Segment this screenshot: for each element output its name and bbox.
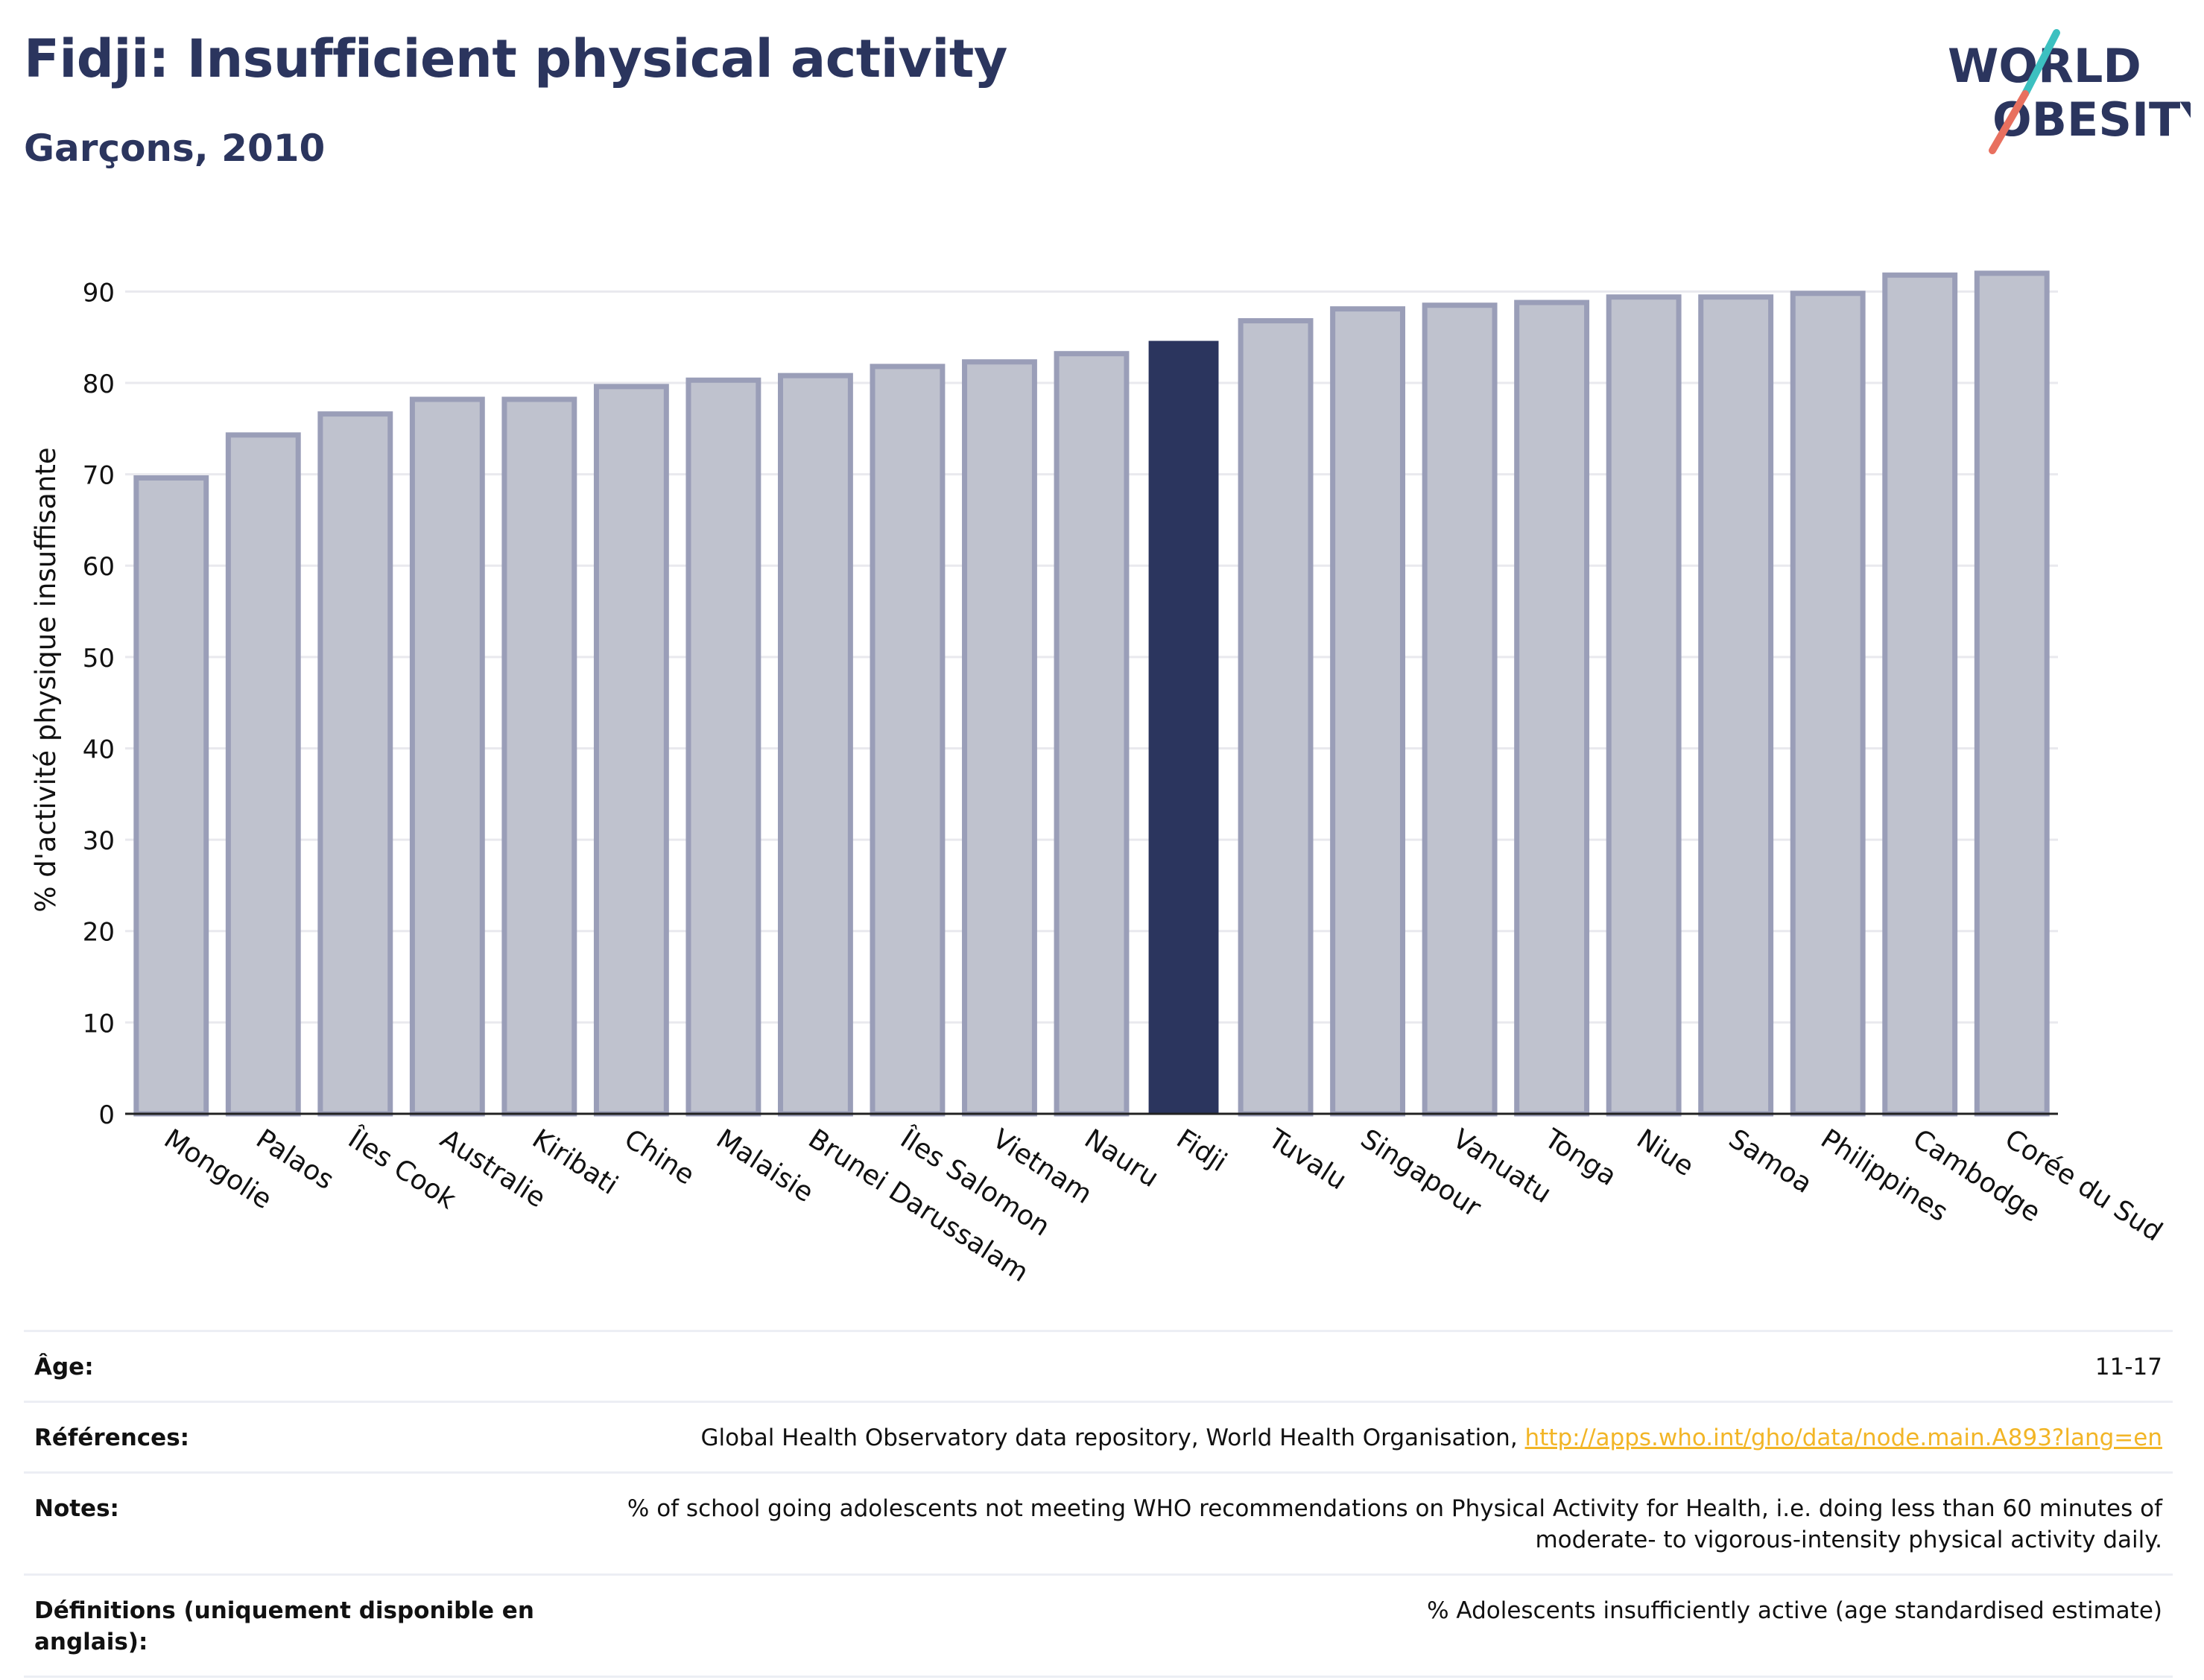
bar-10: [1054, 351, 1130, 1117]
bar-20: [1974, 270, 2050, 1117]
meta-age-label: Âge:: [24, 1330, 551, 1402]
bar-4: [501, 396, 577, 1117]
bar-6: [685, 377, 761, 1117]
bar-19: [1882, 272, 1958, 1117]
bar-15: [1514, 299, 1590, 1117]
bar-7: [777, 373, 853, 1117]
meta-definitions-label: Définitions (uniquement disponible en an…: [24, 1573, 551, 1678]
logo-line2: OBESITY: [1992, 92, 2191, 147]
bar-16: [1606, 294, 1682, 1117]
world-obesity-logo: WORLD OBESITY: [1948, 29, 2191, 154]
meta-references-link[interactable]: http://apps.who.int/gho/data/node.main.A…: [1524, 1424, 2162, 1451]
meta-row-notes: Notes: % of school going adolescents not…: [24, 1471, 2173, 1575]
bar-chart: 0 10 20 30 40 50 60 70 80 90 % d'activité physique…: [30, 270, 2167, 1288]
bar-0: [133, 475, 209, 1117]
chart-title: Fidji: Insufficient physical activity: [24, 28, 1007, 89]
bar-18: [1790, 291, 1866, 1117]
bar-3: [409, 396, 485, 1117]
meta-references-label: Références:: [24, 1401, 551, 1473]
x-tick-label: Samoa: [1723, 1123, 1817, 1199]
meta-references-text: Global Health Observatory data repositor…: [700, 1424, 1518, 1451]
x-tick-label: Corée du Sud: [1999, 1123, 2167, 1247]
y-tick-label: 90: [83, 278, 115, 308]
logo-slash-teal: [2021, 29, 2060, 98]
x-tick-label: Fidji: [1171, 1123, 1232, 1178]
y-tick-label: 10: [83, 1009, 115, 1039]
meta-notes-value: % of school going adolescents not meetin…: [551, 1471, 2173, 1575]
meta-age-value: 11-17: [551, 1330, 2173, 1402]
meta-references-value: Global Health Observatory data repositor…: [551, 1401, 2173, 1473]
logo-line1: WORLD: [1948, 39, 2141, 93]
x-tick-label: Malaisie: [711, 1123, 819, 1208]
bar-2: [317, 411, 393, 1117]
x-tick-label: Niue: [1631, 1123, 1699, 1182]
y-tick-label: 30: [83, 826, 115, 856]
y-tick-label: 50: [83, 644, 115, 673]
bar-12: [1238, 318, 1314, 1117]
bar-17: [1698, 294, 1774, 1117]
meta-row-references: Références: Global Health Observatory da…: [24, 1401, 2173, 1473]
metadata-table: Âge: 11-17 Références: Global Health Obs…: [24, 1330, 2173, 1678]
y-tick-label: 80: [83, 370, 115, 399]
y-tick-label: 60: [83, 552, 115, 582]
meta-row-definitions: Définitions (uniquement disponible en an…: [24, 1573, 2173, 1678]
bar-1: [225, 432, 301, 1117]
meta-row-age: Âge: 11-17: [24, 1330, 2173, 1402]
logo-slash-coral: [1989, 90, 2029, 154]
bar-11: [1148, 340, 1219, 1114]
y-tick-label: 0: [98, 1100, 115, 1130]
y-tick-label: 20: [83, 918, 115, 948]
bar-5: [593, 384, 669, 1117]
meta-definitions-value: % Adolescents insufficiently active (age…: [551, 1573, 2173, 1678]
meta-notes-label: Notes:: [24, 1471, 551, 1575]
x-tick-label: Tuvalu: [1262, 1123, 1352, 1196]
bar-8: [870, 364, 946, 1117]
chart-subtitle: Garçons, 2010: [24, 127, 326, 170]
bar-9: [962, 359, 1037, 1117]
y-tick-label: 40: [83, 735, 115, 764]
y-tick-label: 70: [83, 461, 115, 491]
bar-13: [1330, 306, 1406, 1117]
x-tick-label: Chine: [618, 1123, 700, 1191]
y-axis-label: % d'activité physique insuffisante: [30, 447, 62, 912]
bar-14: [1422, 302, 1498, 1117]
